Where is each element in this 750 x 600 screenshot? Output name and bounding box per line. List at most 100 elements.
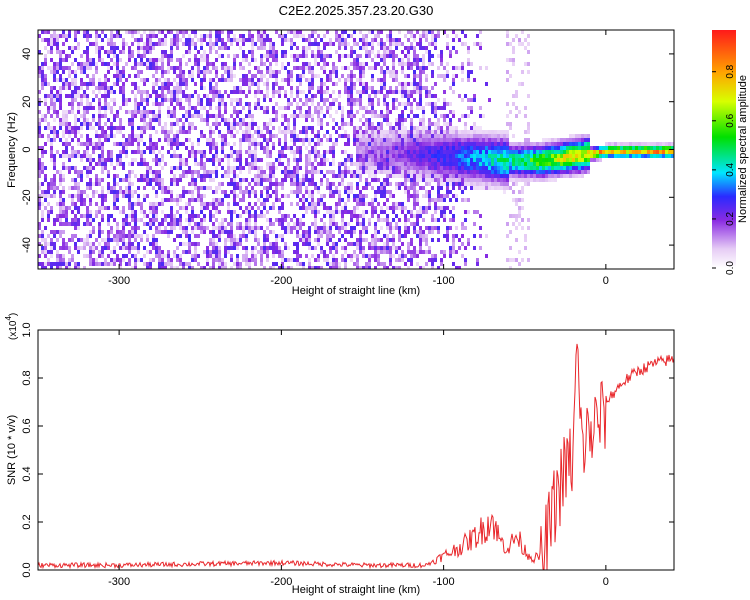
- heatmap-cell: [224, 250, 227, 254]
- heatmap-cell: [119, 178, 122, 182]
- heatmap-cell: [107, 94, 110, 98]
- heatmap-cell: [275, 90, 278, 94]
- heatmap-cell: [209, 238, 212, 242]
- heatmap-cell: [383, 234, 386, 238]
- heatmap-cell: [290, 134, 293, 138]
- heatmap-cell: [386, 150, 389, 154]
- heatmap-cell: [386, 94, 389, 98]
- heatmap-cell: [377, 186, 380, 190]
- heatmap-cell: [98, 118, 101, 122]
- heatmap-cell: [230, 210, 233, 214]
- heatmap-cell: [350, 78, 353, 82]
- heatmap-cell: [122, 102, 125, 106]
- heatmap-cell: [155, 242, 158, 246]
- heatmap-cell: [251, 230, 254, 234]
- heatmap-cell: [47, 82, 50, 86]
- heatmap-cell: [104, 114, 107, 118]
- heatmap-cell: [365, 54, 368, 58]
- heatmap-cell: [422, 158, 425, 162]
- heatmap-cell: [308, 246, 311, 250]
- heatmap-cell: [68, 130, 71, 134]
- heatmap-cell: [173, 66, 176, 70]
- heatmap-cell: [161, 262, 164, 266]
- heatmap-cell: [383, 210, 386, 214]
- heatmap-cell: [71, 218, 74, 222]
- heatmap-cell: [248, 62, 251, 66]
- heatmap-cell: [203, 230, 206, 234]
- heatmap-cell: [170, 82, 173, 86]
- heatmap-cell: [89, 210, 92, 214]
- heatmap-cell: [482, 162, 485, 166]
- heatmap-cell: [380, 54, 383, 58]
- heatmap-cell: [311, 54, 314, 58]
- heatmap-cell: [206, 54, 209, 58]
- heatmap-cell: [281, 50, 284, 54]
- heatmap-cell: [386, 54, 389, 58]
- heatmap-cell: [203, 106, 206, 110]
- heatmap-cell: [161, 94, 164, 98]
- heatmap-cell: [62, 254, 65, 258]
- heatmap-cell: [419, 90, 422, 94]
- heatmap-cell: [71, 106, 74, 110]
- heatmap-cell: [308, 206, 311, 210]
- heatmap-cell: [44, 54, 47, 58]
- heatmap-cell: [179, 106, 182, 110]
- heatmap-cell: [179, 194, 182, 198]
- heatmap-cell: [98, 78, 101, 82]
- heatmap-cell: [122, 66, 125, 70]
- heatmap-cell: [41, 214, 44, 218]
- heatmap-cell: [146, 182, 149, 186]
- heatmap-cell: [320, 50, 323, 54]
- heatmap-cell: [416, 74, 419, 78]
- heatmap-cell: [371, 110, 374, 114]
- heatmap-cell: [293, 54, 296, 58]
- heatmap-cell: [47, 202, 50, 206]
- heatmap-cell: [182, 242, 185, 246]
- heatmap-cell: [269, 194, 272, 198]
- heatmap-cell: [416, 218, 419, 222]
- heatmap-cell: [485, 134, 488, 138]
- heatmap-cell: [266, 78, 269, 82]
- heatmap-cell: [104, 90, 107, 94]
- heatmap-cell: [269, 246, 272, 250]
- heatmap-cell: [170, 42, 173, 46]
- heatmap-cell: [377, 34, 380, 38]
- heatmap-cell: [446, 190, 449, 194]
- heatmap-cell: [92, 142, 95, 146]
- heatmap-cell: [272, 166, 275, 170]
- heatmap-cell: [347, 34, 350, 38]
- heatmap-cell: [167, 82, 170, 86]
- heatmap-cell: [152, 218, 155, 222]
- heatmap-cell: [131, 142, 134, 146]
- heatmap-cell: [95, 246, 98, 250]
- heatmap-cell: [137, 134, 140, 138]
- heatmap-cell: [101, 162, 104, 166]
- heatmap-cell: [44, 126, 47, 130]
- heatmap-cell: [344, 238, 347, 242]
- heatmap-cell: [467, 134, 470, 138]
- heatmap-cell: [62, 82, 65, 86]
- heatmap-cell: [239, 214, 242, 218]
- heatmap-cell: [197, 170, 200, 174]
- heatmap-cell: [251, 190, 254, 194]
- heatmap-cell: [176, 122, 179, 126]
- heatmap-cell: [452, 166, 455, 170]
- heatmap-cell: [470, 154, 473, 158]
- heatmap-cell: [56, 50, 59, 54]
- heatmap-cell: [431, 230, 434, 234]
- heatmap-cell: [425, 134, 428, 138]
- heatmap-cell: [419, 126, 422, 130]
- heatmap-cell: [110, 38, 113, 42]
- heatmap-cell: [110, 130, 113, 134]
- heatmap-cell: [107, 242, 110, 246]
- heatmap-cell: [89, 166, 92, 170]
- heatmap-cell: [413, 174, 416, 178]
- heatmap-cell: [77, 94, 80, 98]
- heatmap-cell: [242, 122, 245, 126]
- heatmap-cell: [158, 122, 161, 126]
- heatmap-cell: [380, 170, 383, 174]
- heatmap-cell: [125, 98, 128, 102]
- heatmap-cell: [251, 50, 254, 54]
- heatmap-cell: [206, 118, 209, 122]
- heatmap-cell: [344, 266, 347, 269]
